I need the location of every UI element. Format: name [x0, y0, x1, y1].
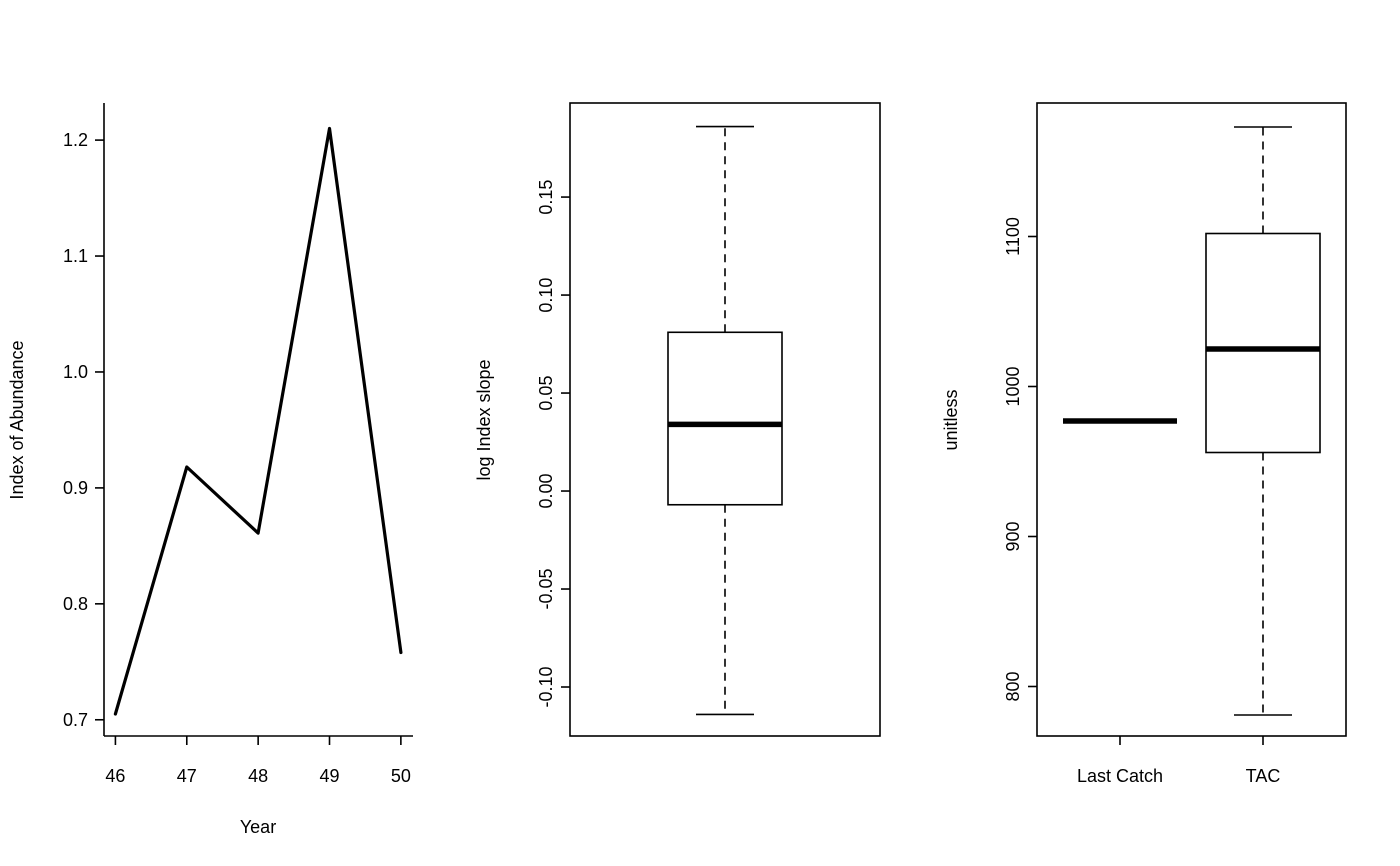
y-tick-label: -0.10	[536, 666, 556, 707]
boxes	[667, 125, 783, 716]
x-tick-label: Last Catch	[1077, 766, 1163, 786]
y-ticks: 800 900 1000 1100	[1003, 217, 1037, 702]
y-tick-label: 0.15	[536, 180, 556, 215]
x-tick-label: 49	[319, 766, 339, 786]
y-tick-label: 1.2	[63, 130, 88, 150]
y-tick-label: 0.7	[63, 710, 88, 730]
plot-frame	[569, 102, 881, 737]
y-tick-label: 0.05	[536, 376, 556, 411]
y-tick-label: 0.9	[63, 478, 88, 498]
x-tick-label: 47	[177, 766, 197, 786]
y-ticks: 0.7 0.8 0.9 1.0 1.1 1.2	[63, 130, 104, 730]
box	[667, 125, 783, 716]
panel-index-abundance: 0.7 0.8 0.9 1.0 1.1 1.2 46 47 48 49 50 Year Index…	[7, 103, 413, 837]
series-line	[113, 126, 403, 716]
panel-log-index-slope: -0.10 -0.05 0.00 0.05 0.10 0.15 log Index slo…	[474, 102, 881, 737]
y-tick-label: 800	[1003, 671, 1023, 701]
x-tick-label: 50	[391, 766, 411, 786]
y-tick-label: 900	[1003, 521, 1023, 551]
y-tick-label: 1.1	[63, 246, 88, 266]
y-tick-label: 0.8	[63, 594, 88, 614]
y-tick-label: -0.05	[536, 569, 556, 610]
y-tick-label: 0.00	[536, 474, 556, 509]
y-tick-label: 1100	[1003, 217, 1023, 256]
x-ticks: Last Catch TAC	[1077, 736, 1280, 786]
boxes	[1063, 126, 1321, 716]
iqr-box	[667, 331, 783, 506]
y-axis-title: Index of Abundance	[7, 340, 27, 499]
y-axis-title: log Index slope	[474, 359, 494, 480]
y-ticks: -0.10 -0.05 0.00 0.05 0.10 0.15	[536, 180, 570, 708]
panel-unitless: 800 900 1000 1100 Last Catch TAC unitless	[941, 102, 1347, 786]
iqr-box	[1205, 232, 1321, 454]
x-tick-label: 46	[105, 766, 125, 786]
y-axis-title: unitless	[941, 389, 961, 450]
y-tick-label: 0.10	[536, 278, 556, 313]
plot-frame	[1036, 102, 1347, 737]
x-ticks: 46 47 48 49 50	[105, 736, 411, 786]
x-tick-label: TAC	[1246, 766, 1281, 786]
x-tick-label: 48	[248, 766, 268, 786]
x-axis-title: Year	[240, 817, 276, 837]
y-tick-label: 1.0	[63, 362, 88, 382]
y-tick-label: 1000	[1003, 366, 1023, 406]
box	[1205, 126, 1321, 716]
